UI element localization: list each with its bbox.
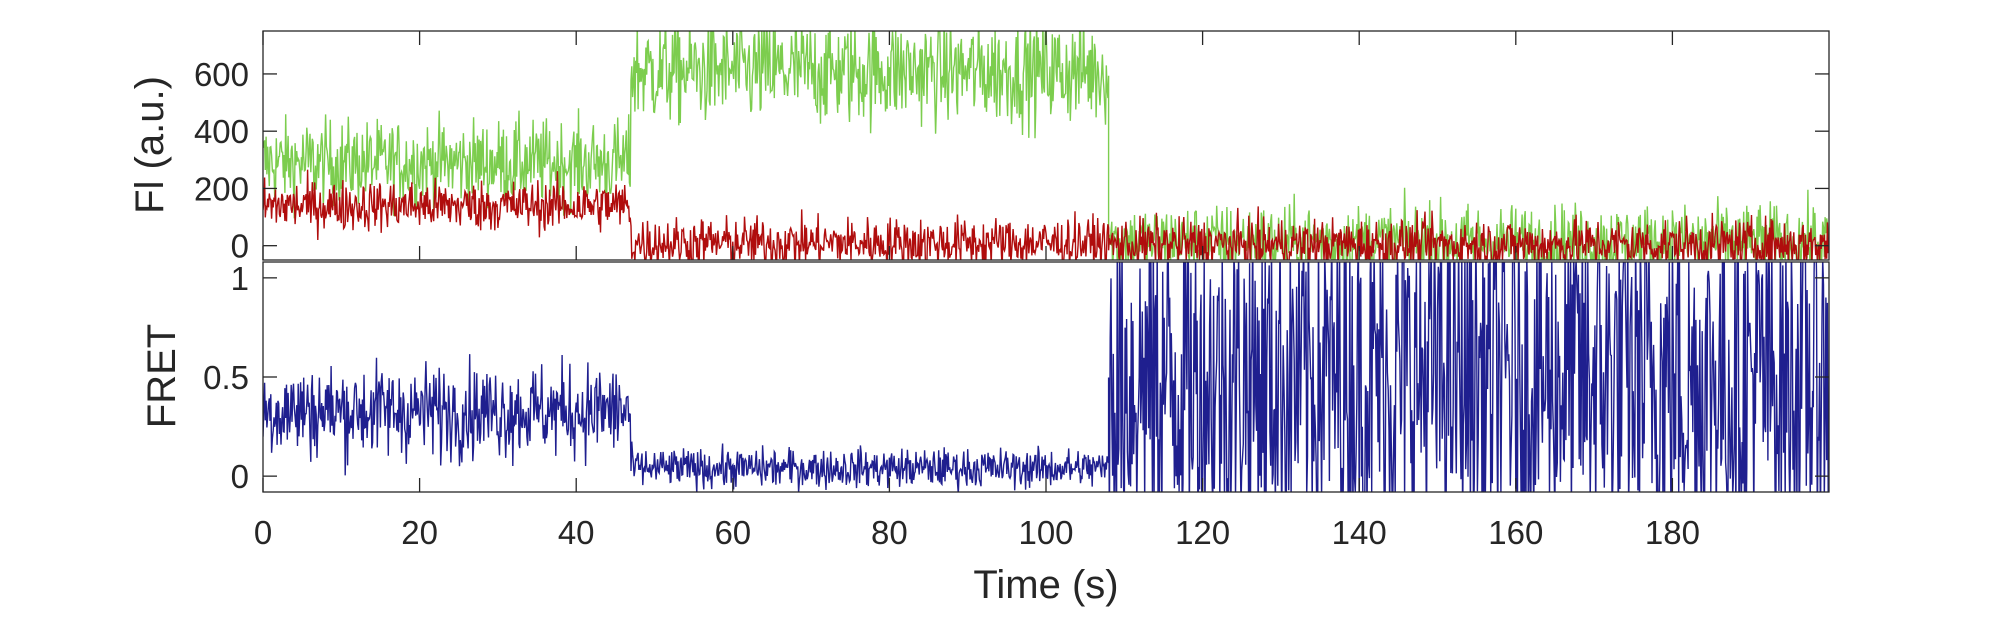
fret-y-axis-label: FRET <box>140 324 184 428</box>
fret-panel: 00.51 0 20 40 60 80 100 120 140 160 180 FRET Time… <box>140 31 1830 607</box>
y-tick-label: 600 <box>194 56 249 93</box>
intensity-panel: 0 200 400 600 Fl (a.u.) <box>128 30 1830 265</box>
intensity-y-ticks: 0 200 400 600 <box>194 56 1829 265</box>
intensity-y-axis-label: Fl (a.u.) <box>128 76 172 214</box>
x-tick-label: 100 <box>1018 514 1073 551</box>
x-tick-label: 60 <box>714 514 751 551</box>
x-tick-label: 80 <box>871 514 908 551</box>
x-tick-label: 40 <box>558 514 595 551</box>
y-tick-label: 200 <box>194 170 249 207</box>
donor-trace-line <box>263 169 1829 260</box>
fret-y-ticks: 00.51 <box>203 260 1829 495</box>
x-tick-label: 180 <box>1645 514 1700 551</box>
x-tick-label: 120 <box>1175 514 1230 551</box>
y-tick-label: 0.5 <box>203 359 249 396</box>
y-tick-label: 0 <box>231 458 249 495</box>
y-tick-label: 400 <box>194 113 249 150</box>
x-tick-label: 140 <box>1332 514 1387 551</box>
fret-trace-line <box>263 262 1829 492</box>
time-x-ticks: 0 20 40 60 80 100 120 140 160 180 <box>254 31 1700 551</box>
x-tick-label: 0 <box>254 514 272 551</box>
x-tick-label: 160 <box>1488 514 1543 551</box>
x-tick-label: 20 <box>401 514 438 551</box>
time-x-axis-label: Time (s) <box>973 563 1118 607</box>
y-tick-label: 0 <box>231 228 249 265</box>
y-tick-label: 1 <box>231 260 249 297</box>
